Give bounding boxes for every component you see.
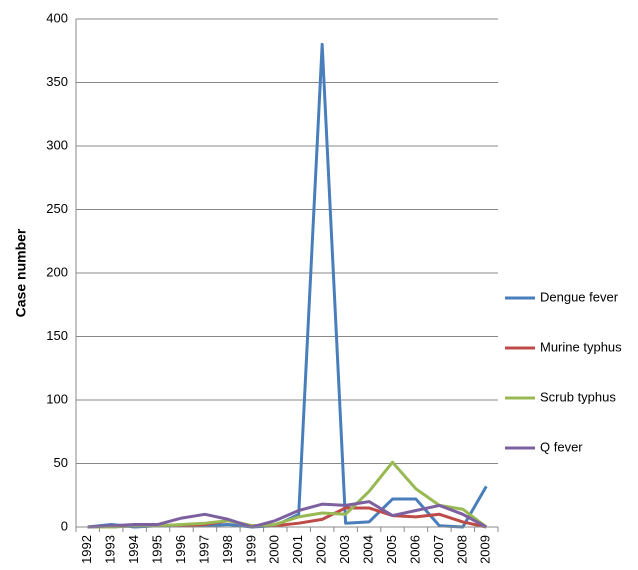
x-tick-label: 2009: [478, 535, 493, 564]
x-tick-label: 2000: [267, 535, 282, 564]
series-line: [87, 500, 487, 529]
legend-label: Dengue fever: [540, 289, 619, 304]
y-tick-label: 100: [46, 391, 68, 406]
x-tick-label: 1996: [173, 535, 188, 564]
x-tick-label: 2001: [290, 535, 305, 564]
x-tick-label: 2007: [431, 535, 446, 564]
x-tick-label: 1997: [196, 535, 211, 564]
legend-label: Scrub typhus: [540, 389, 616, 404]
y-axis-label: Case number: [13, 228, 29, 317]
x-tick-label: 1992: [79, 535, 94, 564]
legend-label: Q fever: [540, 439, 583, 454]
y-tick-label: 150: [46, 328, 68, 343]
x-tick-label: 1998: [220, 535, 235, 564]
series-line: [87, 42, 488, 529]
x-tick-label: 2008: [454, 535, 469, 564]
x-tick-label: 1993: [103, 535, 118, 564]
x-tick-label: 2005: [384, 535, 399, 564]
y-tick-label: 250: [46, 201, 68, 216]
x-tick-label: 2006: [407, 535, 422, 564]
series-line: [87, 460, 488, 529]
x-tick-label: 1999: [243, 535, 258, 564]
y-tick-label: 400: [46, 10, 68, 25]
x-tick-label: 2003: [337, 535, 352, 564]
x-tick-label: 1995: [149, 535, 164, 564]
y-tick-label: 350: [46, 74, 68, 89]
y-tick-label: 200: [46, 264, 68, 279]
y-tick-label: 300: [46, 137, 68, 152]
y-tick-label: 50: [54, 455, 68, 470]
y-tick-label: 0: [61, 518, 68, 533]
x-tick-label: 2002: [314, 535, 329, 564]
x-tick-label: 2004: [360, 535, 375, 564]
legend-label: Murine typhus: [540, 339, 622, 354]
x-tick-label: 1994: [126, 535, 141, 564]
